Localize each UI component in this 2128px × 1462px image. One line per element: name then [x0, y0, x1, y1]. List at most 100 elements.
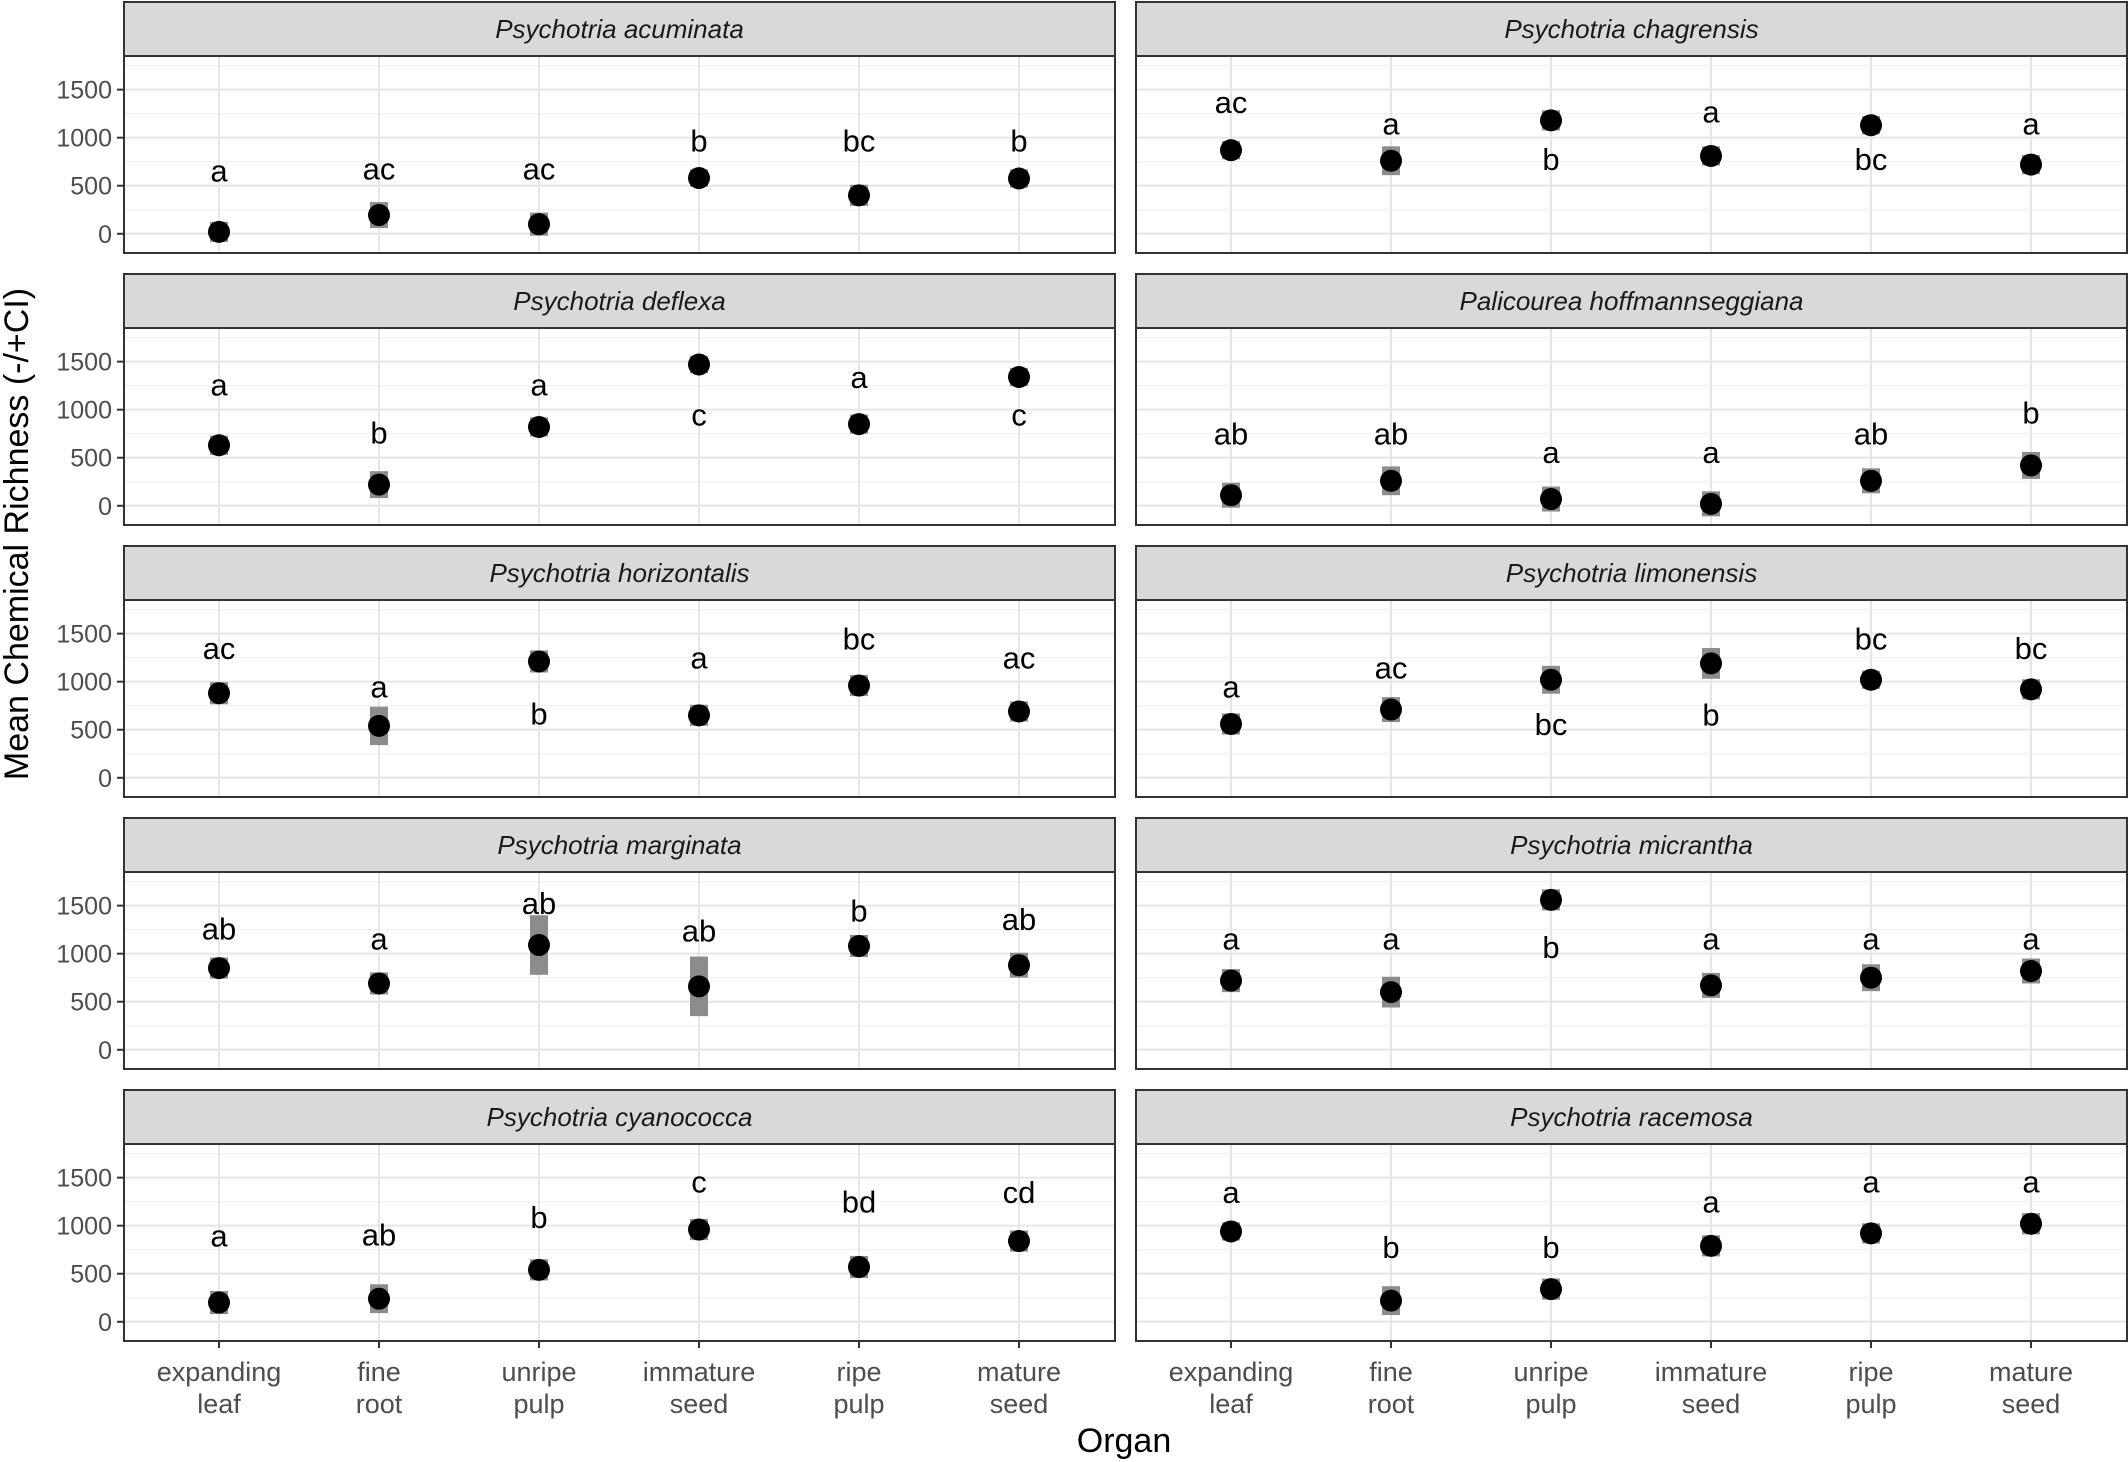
x-tick-label: seed — [670, 1389, 729, 1419]
facet-title: Psychotria limonensis — [1506, 558, 1757, 588]
x-tick-label: immature — [1655, 1357, 1768, 1387]
significance-letter: a — [210, 368, 228, 403]
data-point — [688, 1218, 710, 1241]
data-point — [1540, 109, 1562, 132]
panel-background — [1136, 328, 2127, 525]
facet-title: Palicourea hoffmannseggiana — [1459, 286, 1803, 316]
data-point — [528, 1258, 550, 1281]
data-point — [208, 434, 230, 457]
y-tick-label: 1000 — [56, 669, 112, 697]
significance-letter: b — [370, 416, 387, 451]
data-point — [848, 1256, 870, 1279]
facet-strip — [123, 273, 1116, 329]
data-point — [1700, 144, 1722, 167]
data-point — [368, 714, 390, 737]
y-axis-title: Mean Chemical Richness (-/+CI) — [0, 288, 36, 780]
significance-letter: ab — [682, 914, 716, 949]
data-point — [1700, 974, 1722, 997]
data-point — [1540, 888, 1562, 911]
panel-border — [1135, 1143, 2128, 1342]
data-point — [1008, 1230, 1030, 1253]
facet-panel: Psychotria deflexa a b a c a c 0 500 1000 1500 — [56, 273, 1116, 526]
significance-letter: b — [530, 696, 547, 731]
significance-letter: ac — [1003, 641, 1036, 676]
significance-letter: b — [850, 893, 867, 928]
data-point — [528, 650, 550, 673]
x-tick-label: seed — [990, 1389, 1049, 1419]
significance-letter: b — [1542, 930, 1559, 965]
y-tick-label: 1000 — [56, 941, 112, 969]
panel-border — [123, 871, 1116, 1070]
significance-letter: b — [690, 124, 707, 159]
significance-letter: ab — [362, 1217, 396, 1252]
panel-background — [1136, 56, 2127, 253]
significance-letter: a — [1702, 1185, 1720, 1220]
x-tick-label: leaf — [197, 1389, 241, 1419]
data-point — [528, 934, 550, 957]
panel-background — [124, 600, 1115, 797]
significance-letter: bc — [1535, 707, 1568, 742]
significance-letter: b — [1010, 124, 1027, 159]
significance-letter: c — [1011, 397, 1027, 432]
panel-background — [124, 328, 1115, 525]
x-tick-label: seed — [1682, 1389, 1741, 1419]
x-tick-label: ripe — [836, 1357, 881, 1387]
facet-strip — [1135, 273, 2128, 329]
facet-title: Psychotria cyanococca — [487, 1102, 753, 1132]
facet-strip — [123, 1, 1116, 57]
facet-panel: Psychotria cyanococca a ab b c bd cd 0 500 1000 15… — [56, 1089, 1116, 1419]
facet-panel: Psychotria chagrensis ac a b a bc a — [1135, 1, 2128, 254]
significance-letter: ab — [1374, 417, 1408, 452]
data-point — [2020, 454, 2042, 477]
significance-letter: a — [1702, 435, 1720, 470]
significance-letter: ab — [1214, 417, 1248, 452]
significance-letter: a — [850, 360, 868, 395]
panel-background — [1136, 872, 2127, 1069]
y-tick-label: 1500 — [56, 77, 112, 105]
significance-letter: ab — [1854, 417, 1888, 452]
data-point — [1008, 167, 1030, 190]
y-tick-label: 500 — [70, 989, 112, 1017]
x-tick-label: mature — [977, 1357, 1061, 1387]
facet-strip — [1135, 817, 2128, 873]
panel-background — [124, 872, 1115, 1069]
data-point — [2020, 678, 2042, 701]
data-point — [848, 413, 870, 436]
significance-letter: a — [690, 641, 708, 676]
data-point — [1700, 1234, 1722, 1257]
panel-border — [123, 55, 1116, 254]
facet-title: Psychotria horizontalis — [489, 558, 749, 588]
x-tick-label: fine — [357, 1357, 401, 1387]
data-point — [1860, 966, 1882, 989]
significance-letter: ab — [202, 912, 236, 947]
x-tick-label: pulp — [513, 1389, 564, 1419]
data-point — [1008, 366, 1030, 389]
significance-letter: a — [1702, 95, 1720, 130]
y-tick-label: 500 — [70, 717, 112, 745]
significance-letter: c — [691, 397, 707, 432]
data-point — [528, 213, 550, 236]
significance-letter: b — [1542, 1230, 1559, 1265]
data-point — [208, 220, 230, 243]
x-tick-label: expanding — [157, 1357, 282, 1387]
data-point — [1860, 1222, 1882, 1245]
data-point — [208, 1291, 230, 1314]
significance-letter: bd — [842, 1185, 876, 1220]
significance-letter: a — [210, 1218, 228, 1253]
significance-letter: a — [1382, 106, 1400, 141]
significance-letter: b — [2022, 396, 2039, 431]
data-point — [688, 704, 710, 727]
x-tick-label: pulp — [833, 1389, 884, 1419]
facet-strip — [1135, 1089, 2128, 1145]
significance-letter: a — [1222, 1175, 1240, 1210]
significance-letter: b — [530, 1200, 547, 1235]
data-point — [368, 972, 390, 995]
significance-letter: a — [530, 368, 548, 403]
panel-border — [1135, 55, 2128, 254]
data-point — [2020, 153, 2042, 176]
significance-letter: a — [1222, 669, 1240, 704]
significance-letter: b — [1542, 142, 1559, 177]
significance-letter: bc — [2015, 631, 2048, 666]
significance-letter: bc — [843, 124, 876, 159]
facet-panel: Psychotria limonensis a ac bc b bc bc — [1135, 545, 2128, 798]
